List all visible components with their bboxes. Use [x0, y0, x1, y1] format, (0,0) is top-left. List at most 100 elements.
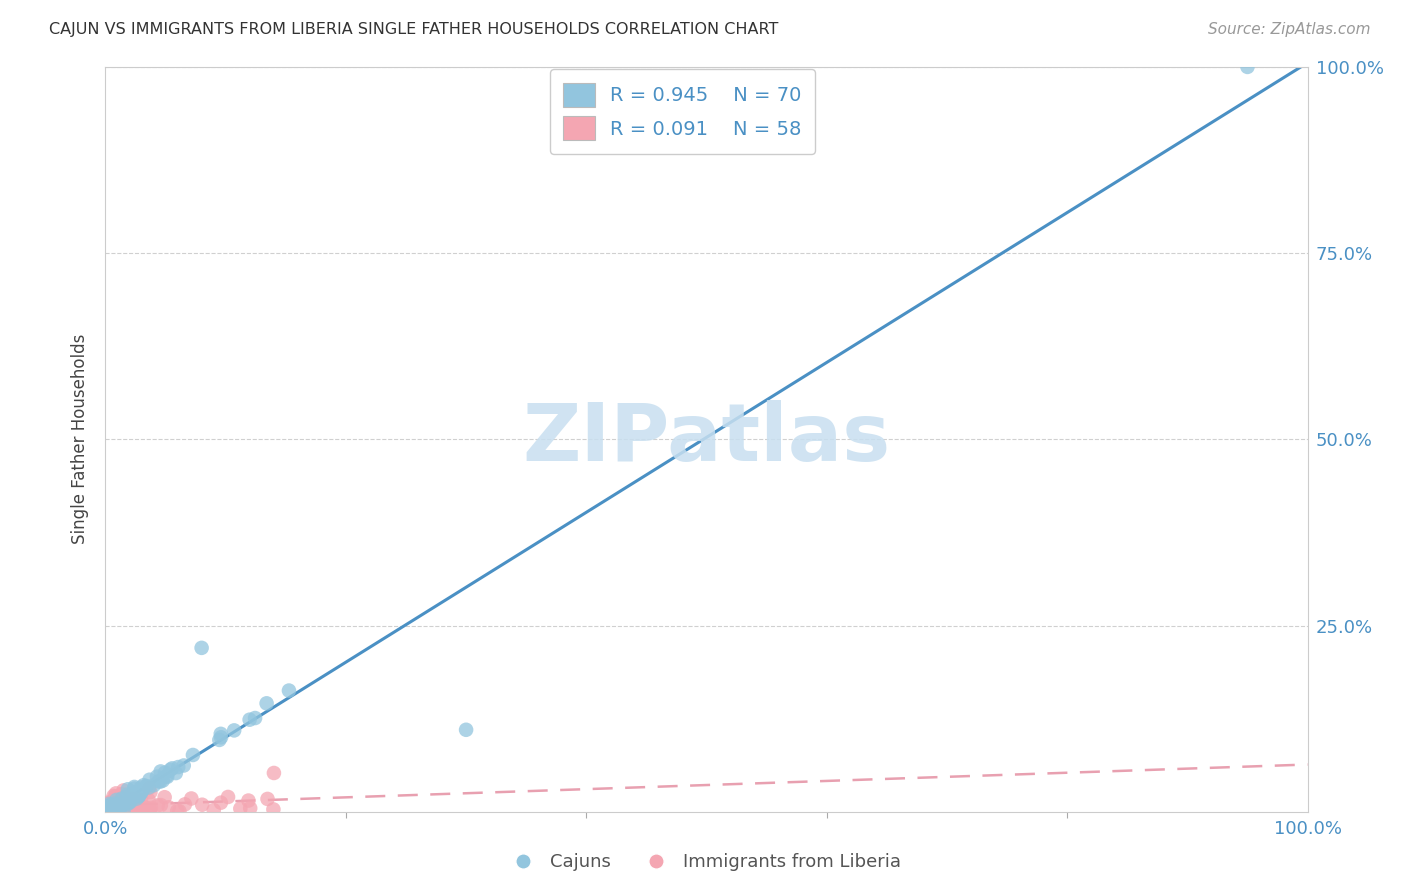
Point	[129, 801, 152, 815]
Point	[97, 802, 120, 816]
Text: CAJUN VS IMMIGRANTS FROM LIBERIA SINGLE FATHER HOUSEHOLDS CORRELATION CHART: CAJUN VS IMMIGRANTS FROM LIBERIA SINGLE …	[49, 22, 779, 37]
Point	[98, 803, 121, 817]
Point	[122, 799, 145, 814]
Point	[107, 798, 129, 813]
Point	[239, 713, 262, 727]
Point	[117, 805, 139, 819]
Point	[129, 785, 152, 799]
Point	[111, 791, 134, 805]
Point	[122, 789, 145, 804]
Point	[120, 789, 142, 804]
Point	[128, 789, 150, 804]
Point	[97, 805, 120, 819]
Point	[142, 778, 165, 792]
Point	[127, 804, 149, 818]
Point	[159, 763, 181, 777]
Point	[155, 769, 177, 783]
Point	[224, 723, 246, 738]
Point	[165, 766, 187, 780]
Point	[149, 774, 172, 789]
Point	[139, 801, 162, 815]
Point	[120, 794, 142, 808]
Point	[117, 797, 139, 811]
Point	[138, 802, 160, 816]
Point	[132, 778, 155, 792]
Point	[104, 786, 127, 800]
Point	[138, 772, 160, 787]
Point	[131, 782, 153, 797]
Point	[174, 797, 197, 812]
Point	[1236, 60, 1258, 74]
Point	[117, 788, 139, 802]
Point	[138, 780, 160, 795]
Point	[97, 796, 120, 810]
Point	[278, 683, 301, 698]
Point	[121, 791, 143, 805]
Point	[124, 788, 146, 802]
Point	[129, 780, 152, 795]
Point	[104, 797, 127, 811]
Point	[103, 801, 125, 815]
Point	[243, 711, 266, 725]
Point	[191, 797, 214, 812]
Point	[111, 804, 134, 818]
Text: Source: ZipAtlas.com: Source: ZipAtlas.com	[1208, 22, 1371, 37]
Point	[125, 785, 148, 799]
Point	[217, 789, 239, 804]
Point	[104, 792, 127, 806]
Point	[167, 760, 190, 774]
Point	[124, 781, 146, 796]
Point	[138, 793, 160, 807]
Point	[454, 723, 477, 737]
Point	[105, 793, 128, 807]
Point	[139, 785, 162, 799]
Point	[96, 805, 118, 819]
Point	[103, 789, 125, 803]
Point	[129, 793, 152, 807]
Point	[112, 804, 135, 818]
Point	[149, 764, 172, 779]
Point	[111, 791, 134, 805]
Point	[153, 790, 176, 805]
Point	[146, 798, 169, 813]
Point	[101, 804, 124, 818]
Point	[100, 798, 122, 813]
Point	[100, 805, 122, 819]
Point	[105, 803, 128, 817]
Point	[239, 801, 262, 815]
Point	[117, 782, 139, 797]
Point	[124, 780, 146, 794]
Point	[229, 802, 252, 816]
Point	[117, 796, 139, 810]
Point	[108, 801, 131, 815]
Point	[97, 802, 120, 816]
Point	[111, 794, 134, 808]
Point	[104, 805, 127, 819]
Point	[166, 804, 188, 818]
Point	[202, 803, 225, 817]
Point	[157, 800, 180, 814]
Point	[209, 727, 232, 741]
Point	[98, 797, 121, 811]
Point	[129, 786, 152, 800]
Point	[121, 790, 143, 805]
Point	[96, 804, 118, 818]
Point	[111, 787, 134, 801]
Point	[173, 758, 195, 772]
Point	[262, 802, 284, 816]
Point	[117, 796, 139, 810]
Legend: Cajuns, Immigrants from Liberia: Cajuns, Immigrants from Liberia	[498, 847, 908, 879]
Point	[127, 787, 149, 801]
Point	[98, 798, 121, 813]
Point	[138, 780, 160, 795]
Point	[101, 801, 124, 815]
Point	[138, 803, 160, 817]
Legend: R = 0.945    N = 70, R = 0.091    N = 58: R = 0.945 N = 70, R = 0.091 N = 58	[550, 70, 815, 153]
Point	[124, 801, 146, 815]
Text: ZIPatlas: ZIPatlas	[523, 401, 890, 478]
Point	[121, 788, 143, 802]
Point	[153, 765, 176, 780]
Point	[105, 801, 128, 815]
Point	[190, 640, 212, 655]
Point	[98, 796, 121, 810]
